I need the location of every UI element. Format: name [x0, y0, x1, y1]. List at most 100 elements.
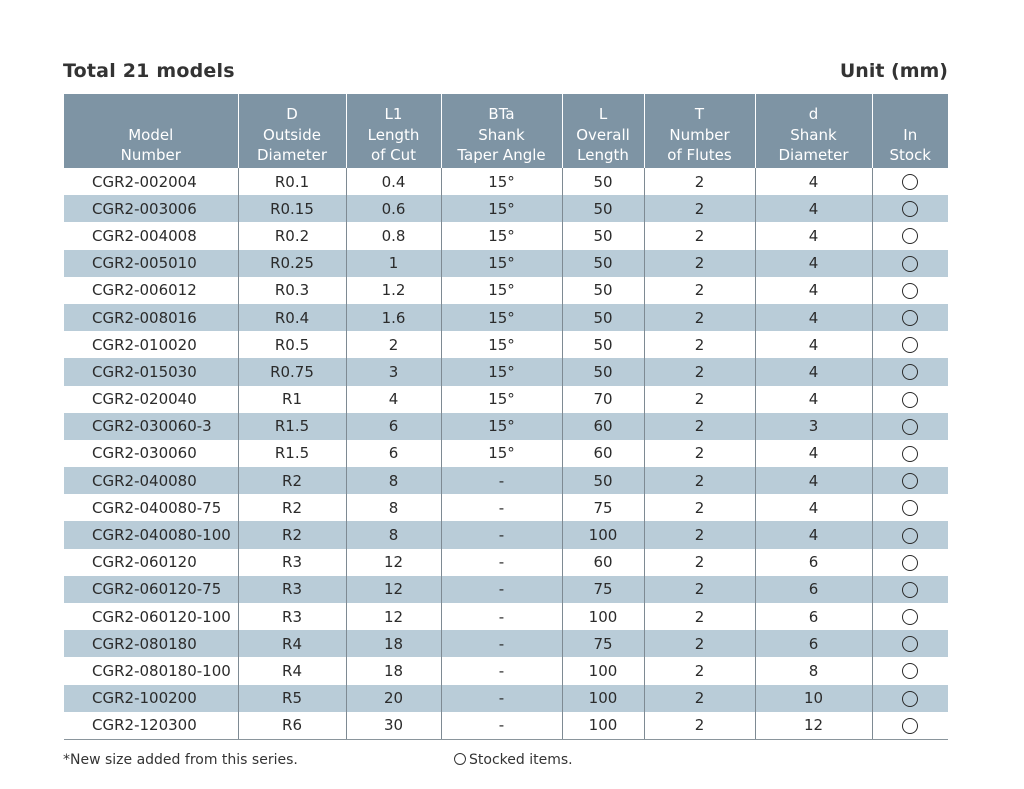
in-stock-cell — [872, 331, 948, 358]
column-header-3: BTa Shank Taper Angle — [441, 94, 563, 168]
in-stock-cell — [872, 684, 948, 712]
stock-circle-icon — [902, 581, 919, 598]
in-stock-cell — [872, 168, 948, 195]
model-number-cell: CGR2-006012 — [64, 276, 239, 304]
column-symbol — [64, 103, 238, 125]
overall-length-cell: 50 — [562, 358, 645, 386]
taper-angle-cell: - — [441, 684, 563, 712]
in-stock-cell — [872, 386, 948, 413]
stock-circle-icon — [902, 391, 919, 408]
outside-diameter-cell: R0.1 — [238, 168, 347, 196]
outside-diameter-cell: R3 — [238, 548, 347, 576]
flutes-cell: 2 — [644, 657, 756, 685]
flutes-cell: 2 — [644, 249, 756, 277]
model-number-cell: CGR2-030060 — [64, 439, 239, 468]
stock-circle-icon — [902, 554, 919, 571]
spec-table: Model Number D Outside Diameter L1 Length of Cu… — [64, 94, 948, 740]
flutes-cell: 2 — [644, 467, 756, 495]
stock-circle-icon — [902, 445, 919, 462]
taper-angle-cell: 15° — [441, 276, 563, 304]
table-row: CGR2-010020 R0.5 2 15° 50 2 4 — [64, 331, 948, 359]
flutes-cell: 2 — [644, 358, 756, 386]
in-stock-cell — [872, 412, 948, 440]
table-row: CGR2-002004 R0.1 0.4 15° 50 2 4 — [64, 168, 948, 196]
model-number-cell: CGR2-100200 — [64, 684, 239, 712]
taper-angle-cell: 15° — [441, 303, 563, 332]
outside-diameter-cell: R0.25 — [238, 249, 347, 277]
shank-diameter-cell: 6 — [755, 603, 873, 631]
shank-diameter-cell: 4 — [755, 249, 873, 277]
column-symbol — [873, 103, 949, 125]
shank-diameter-cell: 4 — [755, 439, 873, 468]
model-number-cell: CGR2-030060-3 — [64, 412, 239, 440]
length-of-cut-cell: 0.8 — [346, 222, 442, 250]
column-label-line2: Number — [120, 146, 181, 164]
model-number-cell: CGR2-040080-100 — [64, 521, 239, 549]
flutes-cell: 2 — [644, 494, 756, 522]
stock-circle-icon — [902, 636, 919, 653]
flutes-cell: 2 — [644, 521, 756, 549]
flutes-cell: 2 — [644, 575, 756, 603]
length-of-cut-cell: 8 — [346, 494, 442, 522]
shank-diameter-cell: 4 — [755, 358, 873, 386]
header-row: Model Number D Outside Diameter L1 Length of Cu… — [64, 94, 948, 168]
taper-angle-cell: 15° — [441, 195, 563, 223]
model-number-cell: CGR2-120300 — [64, 711, 239, 740]
table-row: CGR2-005010 R0.25 1 15° 50 2 4 — [64, 249, 948, 277]
table-row: CGR2-008016 R0.4 1.6 15° 50 2 4 — [64, 303, 948, 332]
column-label-line1: Number — [669, 126, 730, 144]
overall-length-cell: 75 — [562, 494, 645, 522]
in-stock-cell — [872, 575, 948, 603]
shank-diameter-cell: 4 — [755, 303, 873, 332]
model-number-cell: CGR2-060120 — [64, 548, 239, 576]
overall-length-cell: 50 — [562, 467, 645, 495]
column-symbol: T — [694, 105, 705, 123]
model-number-cell: CGR2-040080 — [64, 467, 239, 495]
flutes-cell: 2 — [644, 603, 756, 631]
table-row: CGR2-004008 R0.2 0.8 15° 50 2 4 — [64, 222, 948, 250]
in-stock-cell — [872, 277, 948, 304]
length-of-cut-cell: 0.6 — [346, 195, 442, 223]
stock-circle-icon — [902, 228, 919, 245]
column-header-5: T Number of Flutes — [644, 94, 756, 168]
length-of-cut-cell: 12 — [346, 575, 442, 603]
stock-circle-icon — [902, 174, 919, 191]
length-of-cut-cell: 12 — [346, 548, 442, 576]
length-of-cut-cell: 2 — [346, 331, 442, 359]
shank-diameter-cell: 12 — [755, 711, 873, 740]
stock-circle-icon — [902, 527, 919, 544]
stock-circle-icon — [902, 717, 919, 734]
length-of-cut-cell: 4 — [346, 385, 442, 413]
length-of-cut-cell: 8 — [346, 467, 442, 495]
taper-angle-cell: - — [441, 630, 563, 658]
column-header-7: In Stock — [872, 94, 948, 168]
flutes-cell: 2 — [644, 276, 756, 304]
stock-circle-icon — [902, 255, 919, 272]
shank-diameter-cell: 10 — [755, 684, 873, 712]
overall-length-cell: 50 — [562, 168, 645, 196]
stock-circle-icon — [902, 201, 919, 218]
model-number-cell: CGR2-005010 — [64, 249, 239, 277]
outside-diameter-cell: R0.2 — [238, 222, 347, 250]
column-symbol: d — [808, 105, 819, 123]
length-of-cut-cell: 18 — [346, 630, 442, 658]
shank-diameter-cell: 4 — [755, 276, 873, 304]
column-symbol: L — [598, 105, 608, 123]
in-stock-cell — [872, 440, 948, 467]
outside-diameter-cell: R1 — [238, 385, 347, 413]
shank-diameter-cell: 4 — [755, 222, 873, 250]
column-header-4: L Overall Length — [562, 94, 645, 168]
table-body: CGR2-002004 R0.1 0.4 15° 50 2 4 CGR2-003006 R0.1… — [64, 168, 948, 740]
table-row: CGR2-030060-3 R1.5 6 15° 60 2 3 — [64, 412, 948, 440]
taper-angle-cell: 15° — [441, 412, 563, 440]
shank-diameter-cell: 6 — [755, 575, 873, 603]
footnote-new-size: *New size added from this series. — [63, 752, 298, 768]
flutes-cell: 2 — [644, 548, 756, 576]
model-number-cell: CGR2-080180 — [64, 630, 239, 658]
column-label-line1: Outside — [263, 126, 321, 144]
model-number-cell: CGR2-060120-75 — [64, 575, 239, 603]
length-of-cut-cell: 30 — [346, 711, 442, 740]
overall-length-cell: 50 — [562, 276, 645, 304]
table-row: CGR2-080180 R4 18-75 2 6 — [64, 630, 948, 658]
model-number-cell: CGR2-060120-100 — [64, 603, 239, 631]
